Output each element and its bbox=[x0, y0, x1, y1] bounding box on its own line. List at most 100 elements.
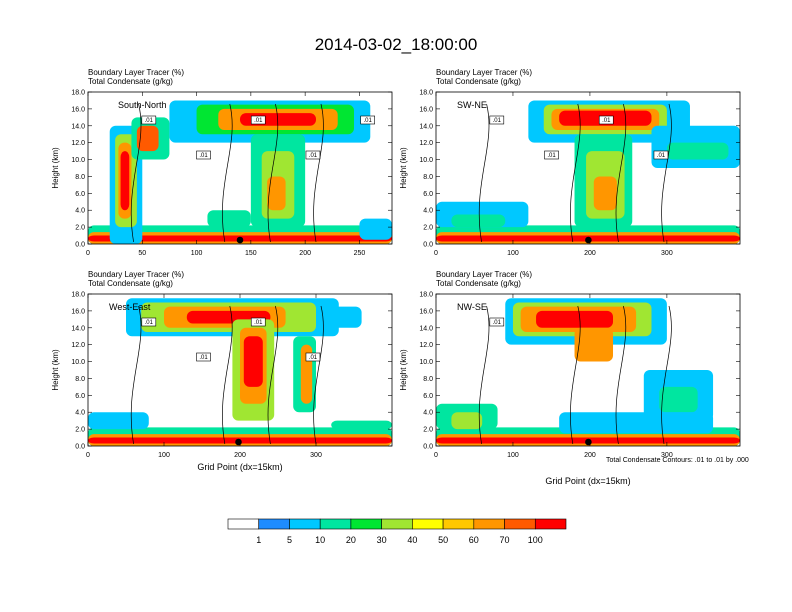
plot-frame bbox=[87, 91, 393, 245]
y-tick-label: 4.0 bbox=[423, 410, 433, 417]
y-tick-label: 12.0 bbox=[71, 140, 85, 147]
y-tick-label: 18.0 bbox=[419, 292, 433, 299]
shaded-field bbox=[436, 298, 740, 446]
condensate-contours bbox=[130, 103, 324, 243]
contour-label-box bbox=[141, 317, 157, 327]
tracer-region bbox=[316, 306, 362, 328]
y-tick-label: 12.0 bbox=[419, 342, 433, 349]
contour-label: .01 bbox=[145, 320, 154, 326]
chart-panel: .01 0.0 2.0 4.0 6.0 8.0 10.0 12.0 14.0 16.0 18.0 0 1… bbox=[399, 270, 741, 486]
tracer-region bbox=[559, 412, 714, 434]
colorbar-label: 100 bbox=[528, 535, 543, 545]
panel-contour-name: Total Condensate (g/kg) bbox=[88, 77, 173, 86]
y-tick-label: 16.0 bbox=[419, 106, 433, 113]
contour-line bbox=[570, 305, 581, 445]
y-tick-label: 10.0 bbox=[71, 359, 85, 366]
contour-label-box bbox=[250, 317, 266, 327]
colorbar-label: 10 bbox=[315, 535, 325, 545]
y-tick-label: 14.0 bbox=[71, 325, 85, 332]
plot-frame bbox=[435, 91, 741, 245]
y-tick-label: 10.0 bbox=[419, 359, 433, 366]
contour-label: .01 bbox=[493, 320, 502, 326]
tracer-region bbox=[451, 412, 483, 430]
y-tick-label: 8.0 bbox=[423, 376, 433, 383]
x-tick-label: 300 bbox=[661, 250, 673, 257]
tracer-region bbox=[593, 176, 617, 211]
y-tick-label: 14.0 bbox=[71, 123, 85, 130]
y-tick-label: 6.0 bbox=[423, 393, 433, 400]
y-axis-label: Height (km) bbox=[51, 349, 60, 391]
y-tick-label: 6.0 bbox=[75, 393, 85, 400]
contour-label: .01 bbox=[254, 320, 263, 326]
location-marker bbox=[235, 438, 242, 446]
colorbar: 1 5 10 20 30 40 50 60 70 100 bbox=[227, 518, 567, 545]
condensate-contours bbox=[478, 103, 672, 243]
y-tick-label: 18.0 bbox=[71, 292, 85, 299]
x-tick-label: 250 bbox=[354, 250, 366, 257]
panel-cross-section-label: NW-SE bbox=[457, 302, 487, 312]
x-tick-label: 0 bbox=[434, 250, 438, 257]
contour-label-box bbox=[653, 150, 669, 160]
panel-field-name: Boundary Layer Tracer (%) bbox=[88, 68, 184, 77]
contour-line bbox=[130, 103, 142, 243]
y-tick-label: 8.0 bbox=[75, 376, 85, 383]
contour-label-box bbox=[141, 115, 157, 125]
y-tick-label: 2.0 bbox=[423, 225, 433, 232]
contour-label-box bbox=[250, 115, 266, 125]
x-tick-label: 300 bbox=[310, 452, 322, 459]
condensate-contours bbox=[130, 305, 324, 445]
colorbar-label: 50 bbox=[438, 535, 448, 545]
x-tick-label: 50 bbox=[138, 250, 146, 257]
panel-cross-section-label: SW-NE bbox=[457, 100, 487, 110]
panel-contour-name: Total Condensate (g/kg) bbox=[436, 279, 521, 288]
colorbar-label: 60 bbox=[469, 535, 479, 545]
contour-label: .01 bbox=[547, 153, 556, 159]
plot-frame bbox=[435, 293, 741, 447]
contour-line bbox=[478, 305, 490, 445]
contour-label: .01 bbox=[364, 118, 373, 124]
y-tick-label: 0.0 bbox=[75, 242, 85, 249]
y-tick-label: 10.0 bbox=[71, 157, 85, 164]
y-tick-label: 0.0 bbox=[423, 242, 433, 249]
colorbar-swatch bbox=[350, 518, 382, 530]
colorbar-swatch bbox=[442, 518, 475, 530]
y-tick-label: 16.0 bbox=[71, 106, 85, 113]
y-tick-label: 16.0 bbox=[71, 308, 85, 315]
contour-label-box bbox=[489, 115, 505, 125]
tracer-region bbox=[207, 210, 251, 228]
colorbar-label: 70 bbox=[500, 535, 510, 545]
y-tick-label: 0.0 bbox=[423, 444, 433, 451]
chart-panel: .01 .01 .01 .01 0.0 2.0 4.0 6.0 8.0 10.0 12.0 14.0 1… bbox=[51, 270, 393, 472]
tracer-region bbox=[536, 310, 614, 328]
tracer-region bbox=[331, 420, 392, 430]
contour-line bbox=[222, 103, 233, 243]
y-tick-label: 2.0 bbox=[423, 427, 433, 434]
y-tick-label: 12.0 bbox=[419, 140, 433, 147]
contour-line bbox=[570, 103, 581, 243]
contour-line bbox=[130, 305, 142, 445]
x-tick-label: 100 bbox=[158, 452, 170, 459]
y-tick-label: 16.0 bbox=[419, 308, 433, 315]
y-axis-label: Height (km) bbox=[51, 147, 60, 189]
panel-field-name: Boundary Layer Tracer (%) bbox=[436, 270, 532, 279]
colorbar-label: 5 bbox=[287, 535, 292, 545]
contour-label: .01 bbox=[254, 118, 263, 124]
tracer-region bbox=[243, 336, 263, 387]
tracer-region bbox=[120, 151, 130, 211]
location-marker bbox=[236, 236, 244, 244]
colorbar-swatch bbox=[534, 518, 567, 530]
contour-label-box bbox=[196, 150, 211, 160]
x-tick-label: 200 bbox=[584, 452, 596, 459]
main-title: 2014-03-02_18:00:00 bbox=[315, 35, 478, 54]
tracer-region bbox=[451, 214, 506, 228]
y-tick-label: 2.0 bbox=[75, 427, 85, 434]
panels: .01 .01 .01 .01 .01 0.0 2.0 4.0 6.0 8.0 10.0 12.0 14… bbox=[51, 68, 741, 486]
contour-label: .01 bbox=[145, 118, 154, 124]
contour-footnote: Total Condensate Contours: .01 to .01 by… bbox=[606, 457, 749, 464]
contour-line bbox=[267, 305, 279, 445]
x-tick-label: 200 bbox=[299, 250, 311, 257]
y-tick-label: 0.0 bbox=[75, 444, 85, 451]
x-tick-label: 200 bbox=[584, 250, 596, 257]
tracer-region bbox=[359, 218, 392, 240]
y-tick-label: 4.0 bbox=[75, 208, 85, 215]
